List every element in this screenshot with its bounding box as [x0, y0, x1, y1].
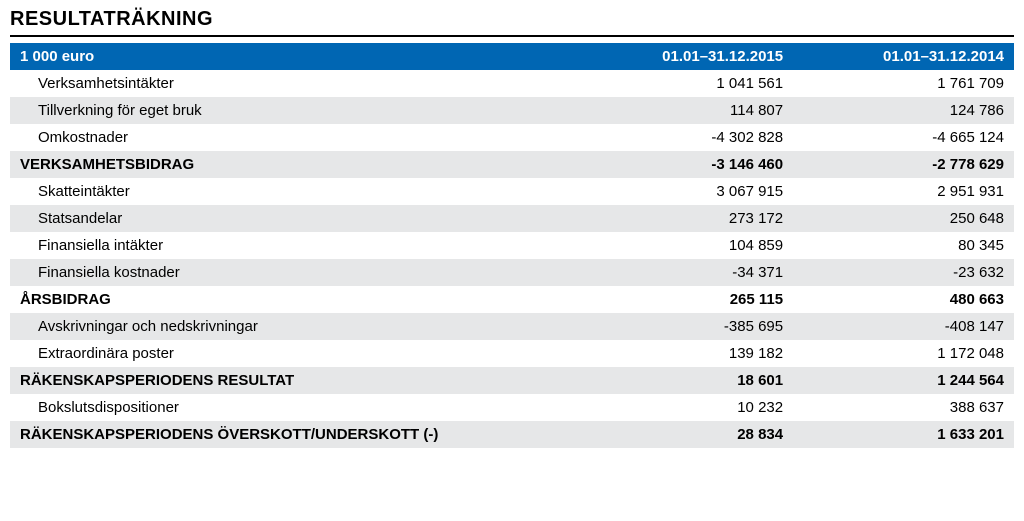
table-row: RÄKENSKAPSPERIODENS ÖVERSKOTT/UNDERSKOTT…: [10, 421, 1014, 448]
row-label: RÄKENSKAPSPERIODENS ÖVERSKOTT/UNDERSKOTT…: [10, 421, 572, 448]
row-value-2015: 139 182: [572, 340, 793, 367]
table-row: Finansiella kostnader-34 371-23 632: [10, 259, 1014, 286]
row-value-2014: 480 663: [793, 286, 1014, 313]
row-label: ÅRSBIDRAG: [10, 286, 572, 313]
table-row: Tillverkning för eget bruk114 807124 786: [10, 97, 1014, 124]
row-value-2015: -385 695: [572, 313, 793, 340]
table-row: ÅRSBIDRAG265 115480 663: [10, 286, 1014, 313]
row-value-2015: 114 807: [572, 97, 793, 124]
row-label: Tillverkning för eget bruk: [10, 97, 572, 124]
page-title: RESULTATRÄKNING: [10, 8, 1014, 31]
table-row: Extraordinära poster139 1821 172 048: [10, 340, 1014, 367]
row-value-2014: -408 147: [793, 313, 1014, 340]
row-label: Statsandelar: [10, 205, 572, 232]
row-label: RÄKENSKAPSPERIODENS RESULTAT: [10, 367, 572, 394]
table-row: Finansiella intäkter104 85980 345: [10, 232, 1014, 259]
row-label: Avskrivningar och nedskrivningar: [10, 313, 572, 340]
table-row: Skatteintäkter3 067 9152 951 931: [10, 178, 1014, 205]
row-label: Extraordinära poster: [10, 340, 572, 367]
row-value-2014: 1 172 048: [793, 340, 1014, 367]
row-value-2014: 80 345: [793, 232, 1014, 259]
row-value-2014: 1 633 201: [793, 421, 1014, 448]
row-value-2014: 124 786: [793, 97, 1014, 124]
row-value-2014: 1 244 564: [793, 367, 1014, 394]
row-value-2015: -34 371: [572, 259, 793, 286]
title-rule: [10, 35, 1014, 37]
row-value-2014: -23 632: [793, 259, 1014, 286]
row-value-2015: -4 302 828: [572, 124, 793, 151]
row-value-2015: 28 834: [572, 421, 793, 448]
row-value-2014: 2 951 931: [793, 178, 1014, 205]
row-label: VERKSAMHETSBIDRAG: [10, 151, 572, 178]
table-row: Statsandelar273 172250 648: [10, 205, 1014, 232]
row-value-2015: 104 859: [572, 232, 793, 259]
row-value-2015: 10 232: [572, 394, 793, 421]
income-statement-table: 1 000 euro 01.01–31.12.2015 01.01–31.12.…: [10, 43, 1014, 448]
header-period-2014: 01.01–31.12.2014: [793, 43, 1014, 70]
table-row: Bokslutsdispositioner10 232388 637: [10, 394, 1014, 421]
row-value-2014: 250 648: [793, 205, 1014, 232]
table-row: Avskrivningar och nedskrivningar-385 695…: [10, 313, 1014, 340]
row-label: Skatteintäkter: [10, 178, 572, 205]
row-value-2015: 265 115: [572, 286, 793, 313]
row-value-2015: -3 146 460: [572, 151, 793, 178]
row-value-2014: 388 637: [793, 394, 1014, 421]
row-value-2015: 1 041 561: [572, 70, 793, 97]
row-value-2015: 3 067 915: [572, 178, 793, 205]
row-value-2014: -4 665 124: [793, 124, 1014, 151]
table-row: VERKSAMHETSBIDRAG-3 146 460-2 778 629: [10, 151, 1014, 178]
table-row: Verksamhetsintäkter1 041 5611 761 709: [10, 70, 1014, 97]
row-label: Verksamhetsintäkter: [10, 70, 572, 97]
row-value-2015: 18 601: [572, 367, 793, 394]
row-label: Finansiella kostnader: [10, 259, 572, 286]
row-label: Omkostnader: [10, 124, 572, 151]
row-value-2015: 273 172: [572, 205, 793, 232]
row-label: Bokslutsdispositioner: [10, 394, 572, 421]
header-period-2015: 01.01–31.12.2015: [572, 43, 793, 70]
row-value-2014: 1 761 709: [793, 70, 1014, 97]
table-body: Verksamhetsintäkter1 041 5611 761 709Til…: [10, 70, 1014, 448]
row-label: Finansiella intäkter: [10, 232, 572, 259]
table-header-row: 1 000 euro 01.01–31.12.2015 01.01–31.12.…: [10, 43, 1014, 70]
table-row: Omkostnader-4 302 828-4 665 124: [10, 124, 1014, 151]
header-unit-label: 1 000 euro: [10, 43, 572, 70]
row-value-2014: -2 778 629: [793, 151, 1014, 178]
table-row: RÄKENSKAPSPERIODENS RESULTAT18 6011 244 …: [10, 367, 1014, 394]
